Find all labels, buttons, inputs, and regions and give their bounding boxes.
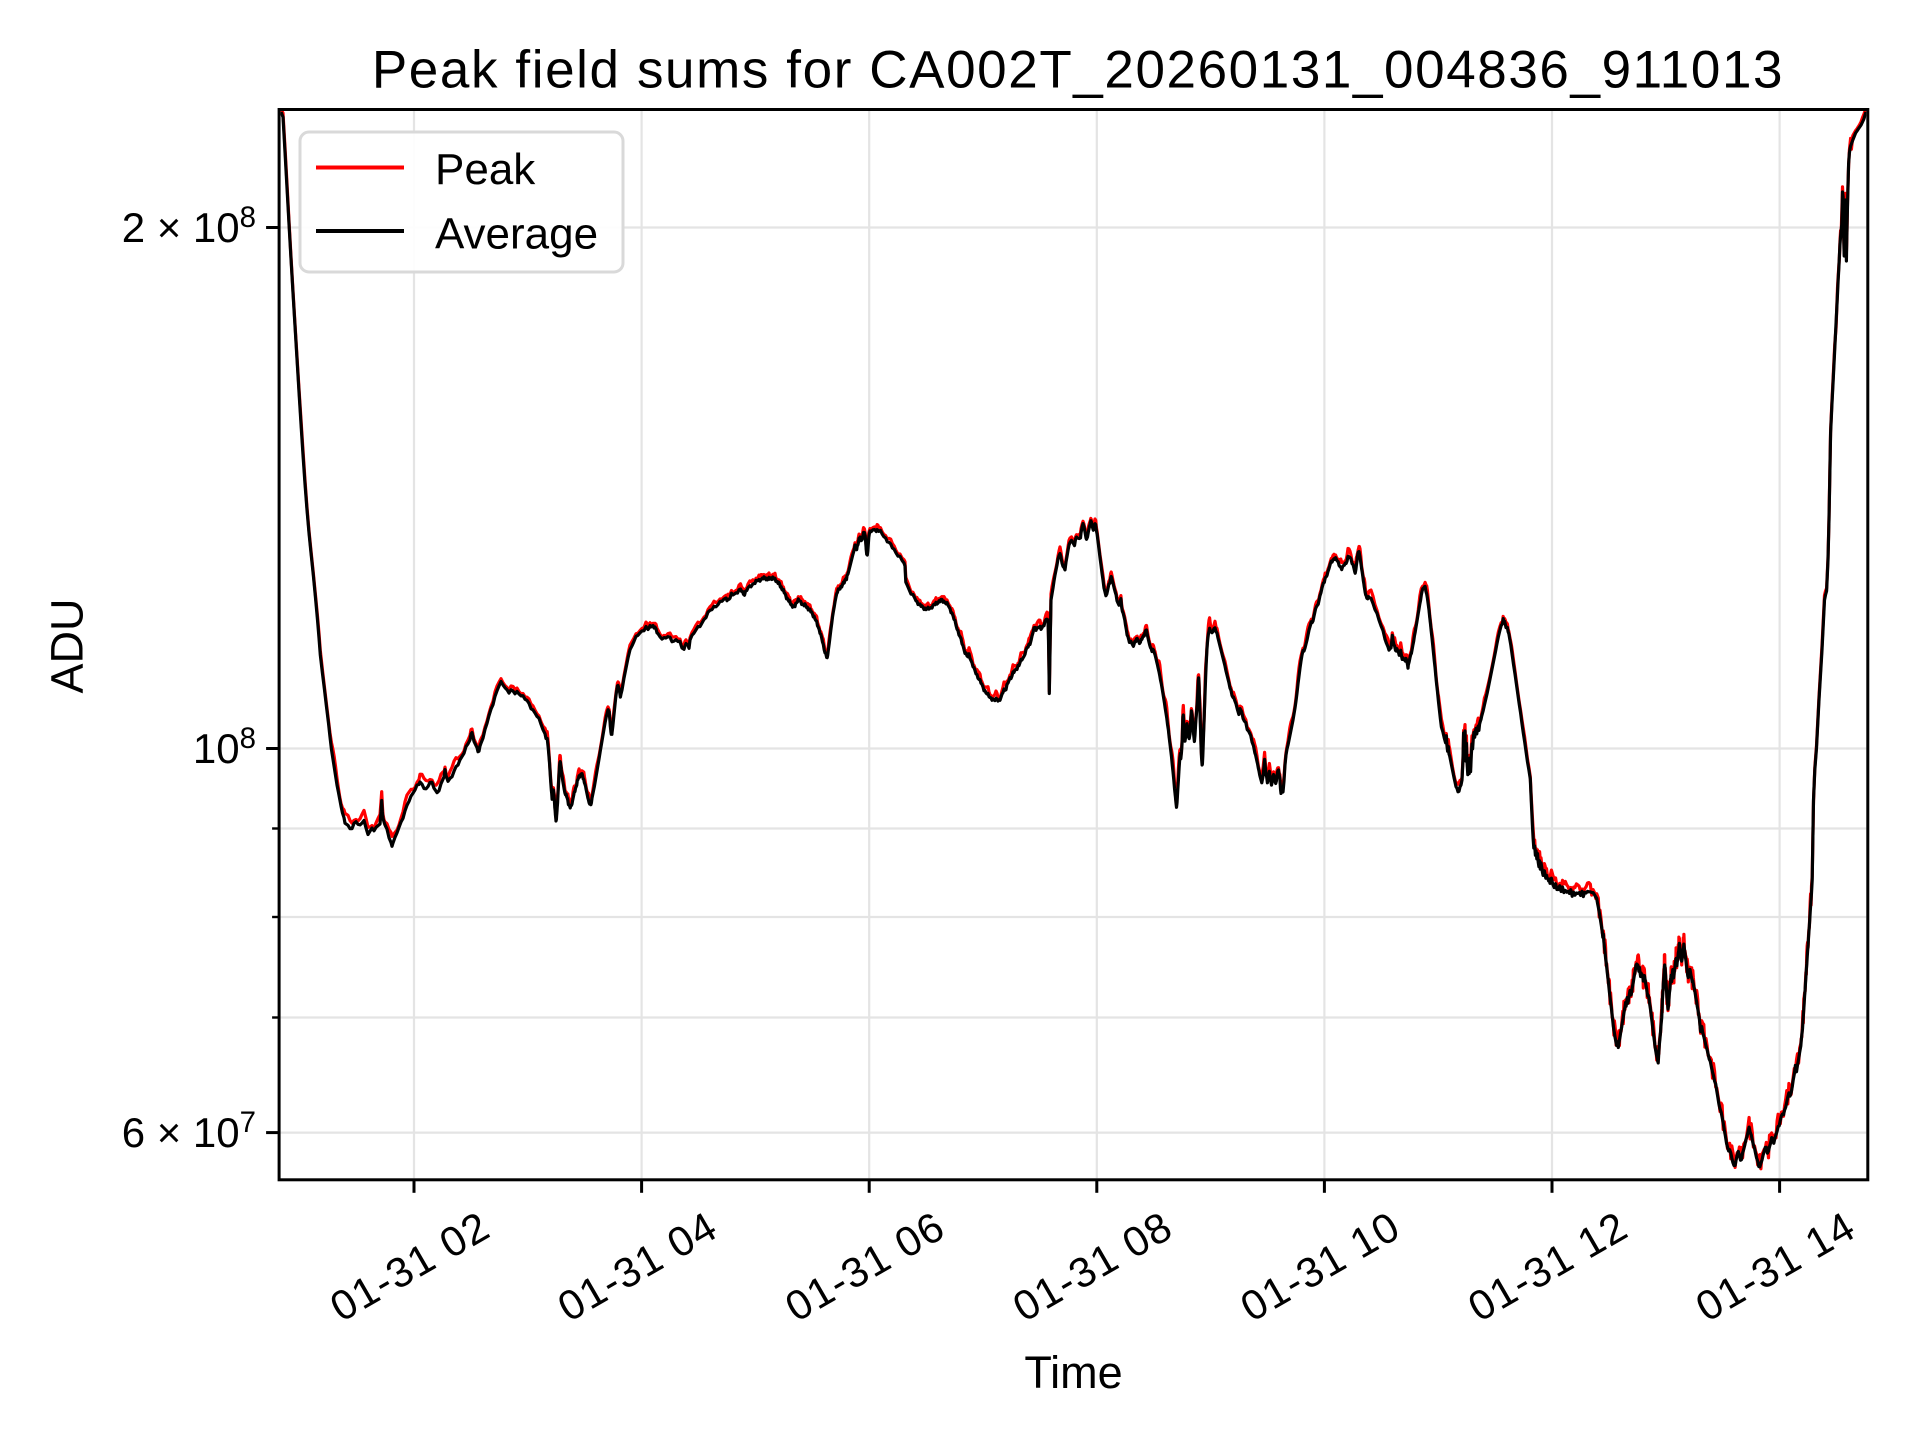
svg-text:01-31 06: 01-31 06 [777, 1202, 952, 1330]
svg-text:108: 108 [193, 722, 256, 772]
svg-text:6 × 107: 6 × 107 [122, 1106, 256, 1156]
svg-text:01-31 14: 01-31 14 [1688, 1202, 1863, 1330]
svg-text:01-31 08: 01-31 08 [1005, 1202, 1180, 1330]
svg-text:01-31 04: 01-31 04 [550, 1202, 725, 1330]
svg-text:Peak: Peak [435, 145, 536, 194]
svg-text:Average: Average [435, 210, 598, 259]
svg-text:01-31 10: 01-31 10 [1232, 1202, 1407, 1330]
svg-text:ADU: ADU [42, 598, 93, 693]
svg-text:Peak field sums for CA002T_202: Peak field sums for CA002T_20260131_0048… [372, 41, 1784, 100]
svg-text:01-31 12: 01-31 12 [1460, 1202, 1635, 1330]
svg-text:2 × 108: 2 × 108 [122, 201, 256, 251]
svg-text:Time: Time [1024, 1347, 1122, 1398]
svg-text:01-31 02: 01-31 02 [322, 1202, 497, 1330]
